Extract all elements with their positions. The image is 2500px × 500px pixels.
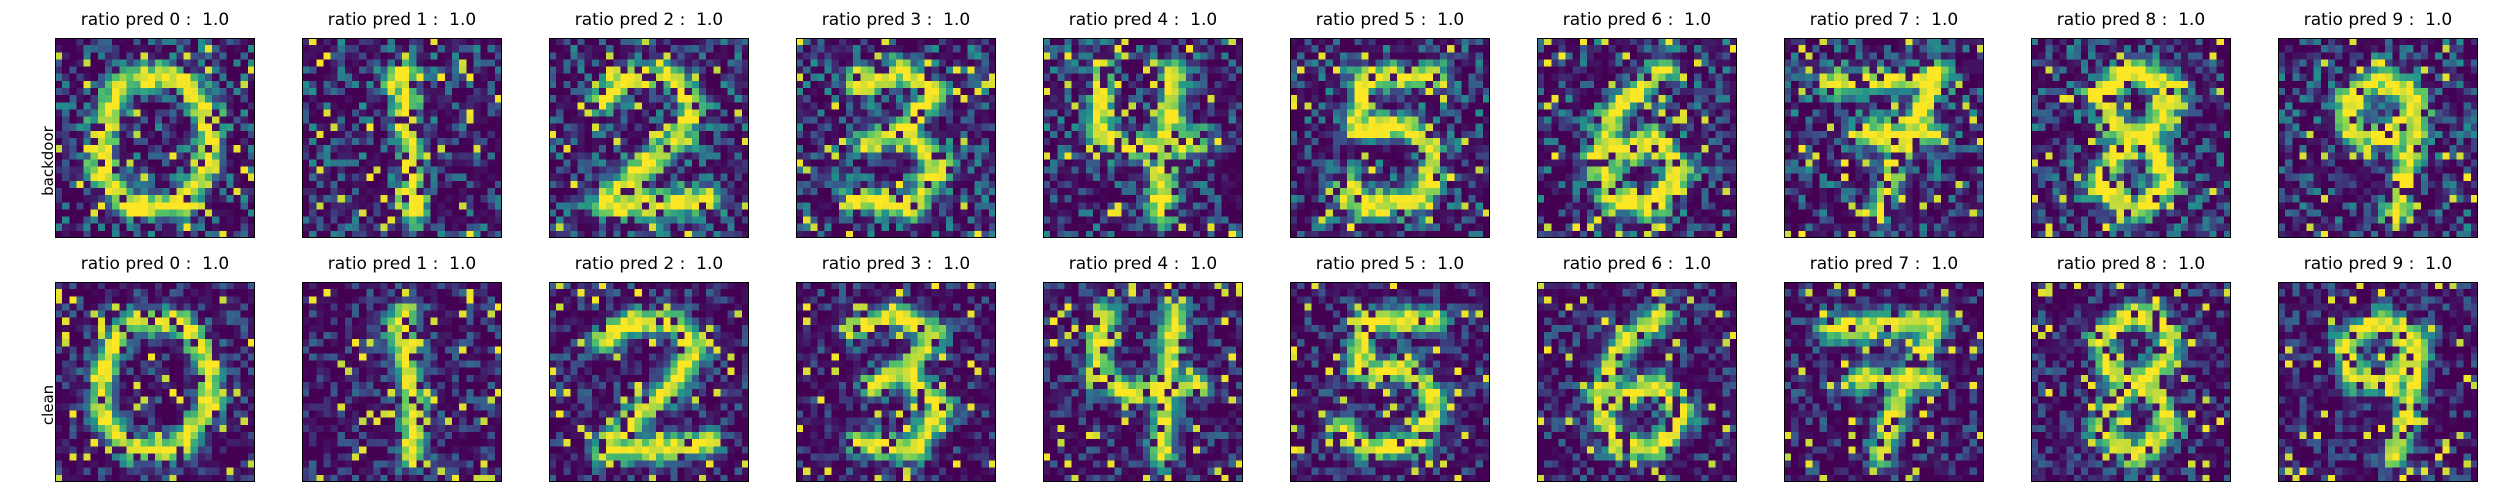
heatmap-image	[2278, 282, 2478, 482]
panel-title: ratio pred 7 : 1.0	[1809, 254, 1959, 274]
axes-frame	[1537, 38, 1737, 238]
panel-title: ratio pred 1 : 1.0	[327, 254, 477, 274]
axes-frame	[1784, 282, 1984, 482]
axes-frame	[302, 38, 502, 238]
axes-frame	[796, 38, 996, 238]
panel-title: ratio pred 2 : 1.0	[574, 10, 724, 30]
axes-frame	[1043, 282, 1243, 482]
backdoor-image-panel-2	[549, 38, 749, 238]
heatmap-image	[302, 282, 502, 482]
axes-frame	[1043, 38, 1243, 238]
axes-frame	[1290, 38, 1490, 238]
panel-title: ratio pred 0 : 1.0	[80, 254, 230, 274]
axes-frame	[549, 38, 749, 238]
panel-title: ratio pred 9 : 1.0	[2303, 10, 2453, 30]
clean-image-panel-5	[1290, 282, 1490, 482]
axes-frame	[55, 38, 255, 238]
clean-image-panel-7	[1784, 282, 1984, 482]
clean-image-panel-0	[55, 282, 255, 482]
heatmap-image	[1043, 282, 1243, 482]
panel-title: ratio pred 0 : 1.0	[80, 10, 230, 30]
heatmap-image	[2278, 38, 2478, 238]
backdoor-image-panel-9	[2278, 38, 2478, 238]
axes-frame	[1537, 282, 1737, 482]
heatmap-image	[1537, 38, 1737, 238]
panel-title: ratio pred 9 : 1.0	[2303, 254, 2453, 274]
panel-title: ratio pred 5 : 1.0	[1315, 254, 1465, 274]
heatmap-image	[549, 38, 749, 238]
panel-title: ratio pred 8 : 1.0	[2056, 254, 2206, 274]
heatmap-image	[1784, 38, 1984, 238]
panel-title: ratio pred 6 : 1.0	[1562, 10, 1712, 30]
backdoor-image-panel-0	[55, 38, 255, 238]
clean-image-panel-4	[1043, 282, 1243, 482]
heatmap-image	[1784, 282, 1984, 482]
clean-image-panel-2	[549, 282, 749, 482]
axes-frame	[796, 282, 996, 482]
heatmap-image	[302, 38, 502, 238]
axes-frame	[2278, 282, 2478, 482]
panel-title: ratio pred 4 : 1.0	[1068, 10, 1218, 30]
backdoor-image-panel-5	[1290, 38, 1490, 238]
panel-title: ratio pred 3 : 1.0	[821, 10, 971, 30]
clean-image-panel-9	[2278, 282, 2478, 482]
backdoor-image-panel-8	[2031, 38, 2231, 238]
axes-frame	[549, 282, 749, 482]
heatmap-image	[2031, 38, 2231, 238]
axes-frame	[1290, 282, 1490, 482]
clean-image-panel-6	[1537, 282, 1737, 482]
axes-frame	[1784, 38, 1984, 238]
backdoor-image-panel-3	[796, 38, 996, 238]
heatmap-image	[2031, 282, 2231, 482]
panel-title: ratio pred 1 : 1.0	[327, 10, 477, 30]
panel-title: ratio pred 7 : 1.0	[1809, 10, 1959, 30]
panel-title: ratio pred 3 : 1.0	[821, 254, 971, 274]
heatmap-image	[1043, 38, 1243, 238]
heatmap-image	[55, 282, 255, 482]
axes-frame	[2278, 38, 2478, 238]
heatmap-image	[1290, 282, 1490, 482]
heatmap-image	[55, 38, 255, 238]
backdoor-image-panel-4	[1043, 38, 1243, 238]
heatmap-image	[1290, 38, 1490, 238]
backdoor-image-panel-6	[1537, 38, 1737, 238]
panel-title: ratio pred 2 : 1.0	[574, 254, 724, 274]
panel-title: ratio pred 4 : 1.0	[1068, 254, 1218, 274]
heatmap-image	[796, 38, 996, 238]
panel-title: ratio pred 5 : 1.0	[1315, 10, 1465, 30]
clean-image-panel-8	[2031, 282, 2231, 482]
axes-frame	[2031, 38, 2231, 238]
clean-image-panel-3	[796, 282, 996, 482]
axes-frame	[55, 282, 255, 482]
heatmap-image	[1537, 282, 1737, 482]
panel-title: ratio pred 6 : 1.0	[1562, 254, 1712, 274]
backdoor-image-panel-1	[302, 38, 502, 238]
axes-frame	[2031, 282, 2231, 482]
backdoor-image-panel-7	[1784, 38, 1984, 238]
heatmap-image	[549, 282, 749, 482]
axes-frame	[302, 282, 502, 482]
clean-image-panel-1	[302, 282, 502, 482]
heatmap-image	[796, 282, 996, 482]
panel-title: ratio pred 8 : 1.0	[2056, 10, 2206, 30]
